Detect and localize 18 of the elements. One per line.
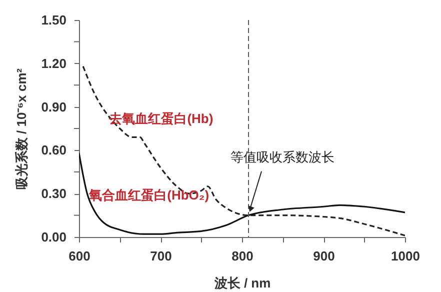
series-label: 去氧血红蛋白(Hb) xyxy=(108,110,214,126)
x-tick-label: 700 xyxy=(150,248,172,264)
x-tick-label: 800 xyxy=(232,248,254,264)
y-tick-label: 0.60 xyxy=(41,142,66,158)
y-tick-label: 0.00 xyxy=(41,230,66,244)
series-label: 氧合血红蛋白(HbO₂) xyxy=(88,188,210,203)
y-axis-title: 吸光系数 / 10⁻⁶x cm² xyxy=(14,68,30,190)
annotation: 等值吸收系数波长 xyxy=(230,149,335,164)
y-tick-label: 0.30 xyxy=(41,186,66,202)
line-series xyxy=(82,65,405,236)
y-tick-label: 0.90 xyxy=(41,99,66,114)
x-tick-label: 900 xyxy=(313,248,335,264)
y-tick-label: 1.50 xyxy=(41,12,66,28)
y-tick-label: 1.20 xyxy=(41,56,66,71)
x-tick-label: 600 xyxy=(68,248,90,264)
line-series xyxy=(79,152,405,235)
x-tick-label: 1000 xyxy=(391,248,420,264)
x-axis-title: 波长 / nm xyxy=(213,276,271,290)
